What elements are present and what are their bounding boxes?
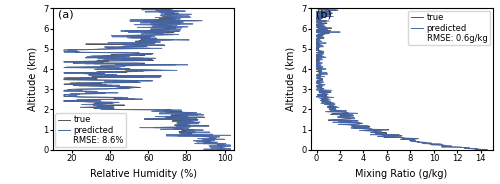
Legend: true, predicted, RMSE: 0.6g/kg: true, predicted, RMSE: 0.6g/kg [408,11,490,45]
Y-axis label: Altitude (km): Altitude (km) [286,47,296,111]
Y-axis label: Altitude (km): Altitude (km) [28,47,38,111]
X-axis label: Relative Humidity (%): Relative Humidity (%) [90,169,197,179]
X-axis label: Mixing Ratio (g/kg): Mixing Ratio (g/kg) [356,169,448,179]
Text: (a): (a) [58,10,74,20]
Text: (b): (b) [316,10,332,20]
Legend: true, predicted, RMSE: 8.6%: true, predicted, RMSE: 8.6% [55,113,126,147]
